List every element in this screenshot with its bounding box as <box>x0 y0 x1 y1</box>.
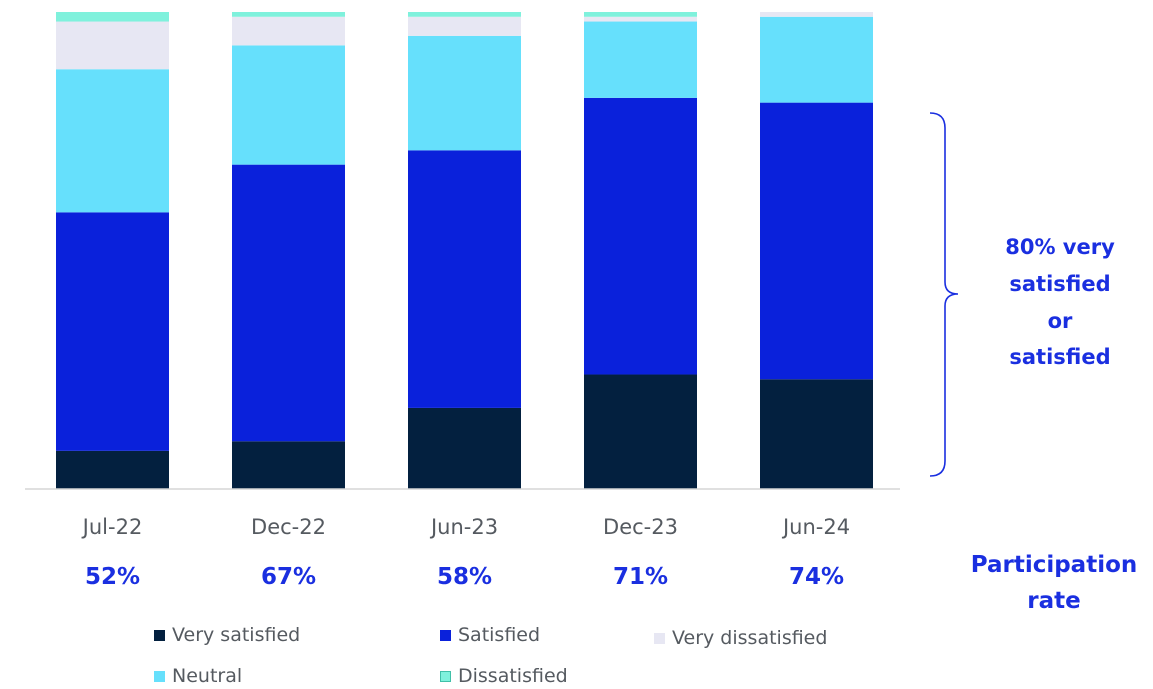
bar-dec-22-satisfied <box>232 164 345 442</box>
bar-jun-24-very-dissatisfied <box>760 12 873 17</box>
bar-dec-22-very-dissatisfied <box>232 16 345 46</box>
participation-value-jul-22: 52% <box>85 564 140 590</box>
bar-jun-24-satisfied <box>760 102 873 380</box>
legend-very-satisfied: Very satisfied <box>154 624 300 646</box>
bar-dec-22-very-satisfied <box>232 441 345 489</box>
legend-neutral: Neutral <box>154 665 242 687</box>
bar-dec-23-neutral <box>584 21 697 98</box>
participation-rate-label: Participation rate <box>971 552 1138 614</box>
participation-value-dec-22: 67% <box>261 564 316 590</box>
legend-label-very-satisfied: Very satisfied <box>172 624 301 646</box>
participation-value-dec-23: 71% <box>613 564 668 590</box>
legend-satisfied: Satisfied <box>440 624 540 646</box>
bar-jun-23-very-dissatisfied <box>408 16 521 36</box>
x-tick-labels: Jul-22 Dec-22 Jun-23 Dec-23 Jun-24 <box>81 515 850 539</box>
annotation-line-4: satisfied <box>1009 345 1110 369</box>
participation-value-jun-23: 58% <box>437 564 492 590</box>
bar-jul-22-very-satisfied <box>56 450 169 489</box>
bar-jun-24-neutral <box>760 16 873 103</box>
bar-jul-22-neutral <box>56 69 169 213</box>
bar-jun-23-neutral <box>408 35 521 151</box>
legend-swatch-neutral <box>154 670 165 682</box>
participation-rate-label-line-1: Participation <box>971 552 1138 578</box>
bar-jul-22-satisfied <box>56 212 169 451</box>
bar-dec-23-dissatisfied <box>584 12 697 17</box>
participation-rate-label-line-2: rate <box>1027 588 1080 614</box>
bar-dec-23-very-dissatisfied <box>584 16 697 22</box>
bar-jul-22-dissatisfied <box>56 12 169 22</box>
legend-swatch-dissatisfied <box>440 670 451 682</box>
bar-dec-22-neutral <box>232 45 345 165</box>
legend-label-satisfied: Satisfied <box>458 624 541 646</box>
bar-jun-24-very-satisfied <box>760 379 873 489</box>
bar-jul-22-very-dissatisfied <box>56 21 169 70</box>
legend-label-neutral: Neutral <box>172 665 243 687</box>
bar-jun-23-satisfied <box>408 150 521 408</box>
bar-dec-23-very-satisfied <box>584 374 697 489</box>
annotation-line-3: or <box>1048 309 1073 333</box>
bars-group <box>56 12 873 489</box>
x-tick-label-jul-22: Jul-22 <box>81 515 143 539</box>
annotation-line-1: 80% very <box>1005 235 1115 259</box>
bar-jun-23-dissatisfied <box>408 12 521 17</box>
participation-value-jun-24: 74% <box>789 564 844 590</box>
legend-label-very-dissatisfied: Very dissatisfied <box>672 627 828 649</box>
participation-values: 52% 67% 58% 71% 74% <box>85 564 844 590</box>
bar-dec-22-dissatisfied <box>232 12 345 17</box>
legend-swatch-satisfied <box>440 629 451 641</box>
legend-swatch-very-dissatisfied <box>654 632 665 644</box>
bracket-shape <box>929 112 959 477</box>
x-tick-label-jun-23: Jun-23 <box>429 515 498 539</box>
legend-dissatisfied: Dissatisfied <box>440 665 568 687</box>
bar-dec-23-satisfied <box>584 97 697 375</box>
legend-label-dissatisfied: Dissatisfied <box>458 665 568 687</box>
x-tick-label-jun-24: Jun-24 <box>781 515 850 539</box>
annotation-line-2: satisfied <box>1009 272 1110 296</box>
legend-very-dissatisfied: Very dissatisfied <box>654 627 827 649</box>
x-tick-label-dec-22: Dec-22 <box>251 515 326 539</box>
bar-jun-23-very-satisfied <box>408 407 521 489</box>
x-tick-label-dec-23: Dec-23 <box>603 515 678 539</box>
legend-swatch-very-satisfied <box>154 629 165 641</box>
